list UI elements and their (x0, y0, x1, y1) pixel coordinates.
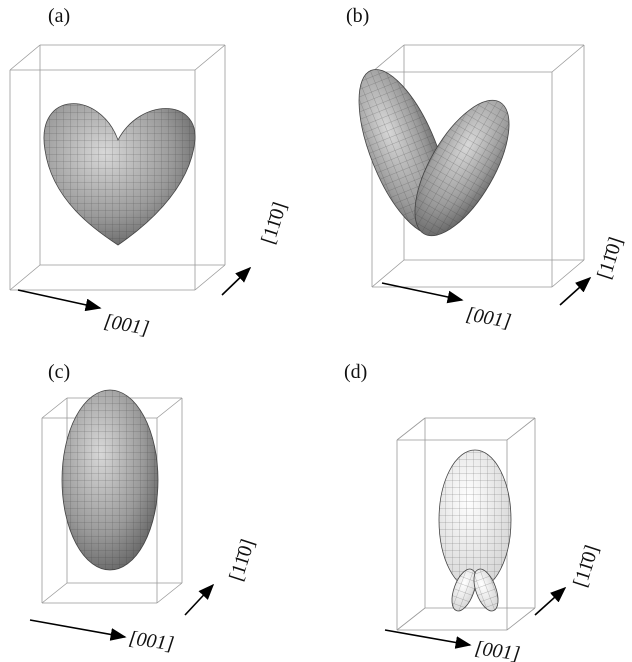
axis-arrow (384, 629, 472, 649)
box-edge (506, 417, 536, 441)
surface-mesh (62, 390, 158, 570)
axis-label: [11̄0] (257, 199, 291, 246)
surface-mesh (43, 103, 196, 245)
box-edge (551, 44, 585, 73)
box-edge (371, 44, 405, 73)
axis-label: [001] (473, 637, 521, 662)
box-edge (551, 259, 585, 288)
axis-label: [11̄0] (593, 234, 627, 281)
axis-arrow (221, 266, 252, 296)
axis-arrow (184, 583, 215, 616)
axis-label: [11̄0] (569, 542, 603, 589)
box-edge (194, 264, 226, 291)
box-edge (9, 264, 41, 291)
axis-arrow (17, 289, 102, 312)
box-edge (371, 259, 405, 288)
box-edge (194, 44, 226, 71)
panel-label: (b) (346, 5, 369, 27)
axis-label: [001] (127, 627, 175, 655)
panel-label: (d) (344, 361, 367, 383)
axis-arrow (29, 619, 127, 641)
axis-arrow (559, 276, 592, 306)
surface-mesh (414, 100, 510, 236)
box-edge (9, 44, 41, 71)
bounding-box (9, 44, 226, 291)
panel: (d) [001] [11̄0] (344, 361, 603, 662)
axis-label: [11̄0] (225, 536, 259, 583)
panel: (b) [001] [11̄0] (346, 5, 627, 333)
surface-mesh (473, 569, 499, 611)
axis-label: [001] (464, 303, 513, 333)
axis-arrow (534, 586, 567, 616)
panel: (c) [001] [11̄0] (29, 361, 259, 655)
axis-arrow (381, 282, 464, 304)
box-edge (396, 417, 426, 441)
axis-label: [001] (102, 310, 151, 340)
box-edge (506, 607, 536, 631)
surface-mesh (451, 569, 477, 611)
box-edge (396, 607, 426, 631)
bounding-box (371, 44, 585, 288)
panel-label: (c) (48, 361, 70, 383)
box-edge (41, 397, 68, 419)
box-edge (41, 582, 68, 604)
surface-mesh (439, 450, 511, 590)
box-edge (156, 582, 183, 604)
panel: (a) [001] [11̄0] (9, 5, 291, 340)
bounding-box (396, 417, 536, 631)
panel-label: (a) (48, 5, 70, 27)
box-edge (156, 397, 183, 419)
